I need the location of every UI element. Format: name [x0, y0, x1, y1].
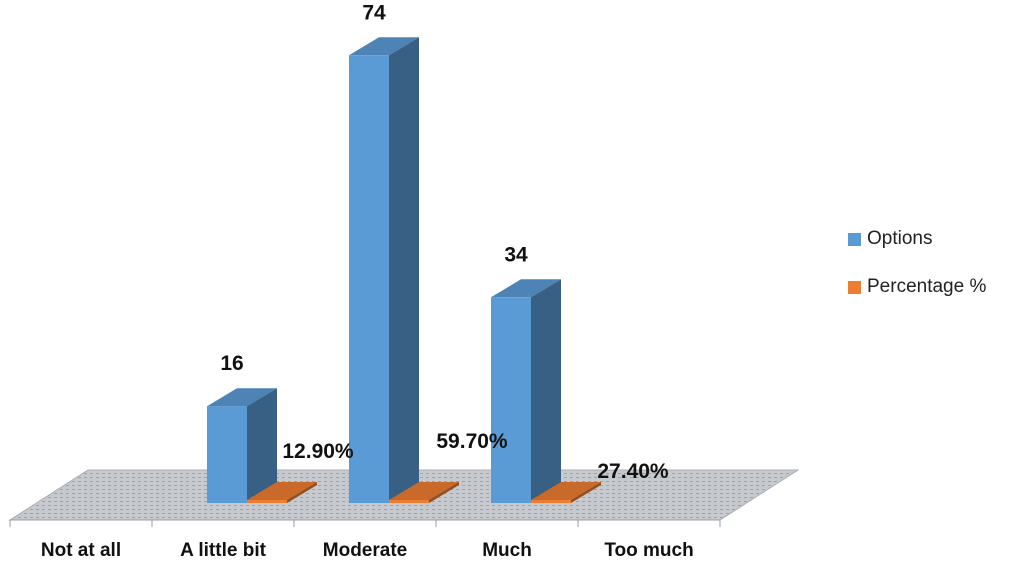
bar-options-moderate-side: [389, 37, 419, 504]
legend-label-options: Options: [867, 228, 933, 249]
legend-label-percentage: Percentage %: [867, 276, 987, 297]
bar-options-moderate-front: [349, 55, 389, 504]
bar-percentage-much-front: [531, 500, 571, 503]
legend-item-percentage[interactable]: Percentage %: [848, 276, 986, 298]
data-label-options-moderate: 74: [362, 1, 386, 24]
bar-options-a-little-bit-top: [207, 388, 277, 407]
category-label-moderate: Moderate: [323, 540, 407, 561]
data-label-options-much: 34: [504, 243, 528, 266]
bar-percentage-a-little-bit: [247, 482, 317, 503]
data-label-percentage-much: 27.40%: [597, 460, 669, 483]
legend-item-options[interactable]: Options: [848, 228, 986, 250]
bar-options-much-side: [531, 279, 561, 503]
bar-percentage-much-top: [531, 482, 601, 500]
legend-swatch-percentage: [848, 280, 861, 294]
bar-options-a-little-bit-side: [247, 388, 277, 503]
bar-options-moderate-top: [349, 37, 419, 56]
bar-percentage-a-little-bit-side: [287, 482, 317, 503]
bar-options-moderate: [349, 37, 419, 504]
bar-percentage-much: [531, 482, 601, 503]
category-label-not-at-all: Not at all: [41, 540, 121, 561]
bar-percentage-moderate: [389, 482, 459, 503]
data-label-percentage-a-little-bit: 12.90%: [282, 440, 354, 463]
legend-swatch-options: [848, 232, 861, 246]
bar-options-much-top: [491, 279, 561, 298]
bar-percentage-much-side: [571, 482, 601, 503]
bar-percentage-moderate-side: [429, 482, 459, 503]
legend: Options Percentage %: [848, 228, 986, 324]
category-label-much: Much: [482, 540, 532, 561]
bar-percentage-a-little-bit-front: [247, 500, 287, 503]
bar-options-a-little-bit: [207, 388, 277, 503]
category-label-a-little-bit: A little bit: [180, 540, 267, 561]
bar-options-a-little-bit-front: [207, 406, 247, 503]
bar-options-much: [491, 279, 561, 503]
bar-percentage-moderate-top: [389, 482, 459, 500]
bar-percentage-a-little-bit-top: [247, 482, 317, 500]
data-label-percentage-moderate: 59.70%: [436, 430, 508, 453]
category-label-too-much: Too much: [604, 540, 693, 561]
bar-percentage-moderate-front: [389, 500, 429, 503]
data-label-options-a-little-bit: 16: [220, 352, 243, 375]
bar-options-much-front: [491, 297, 531, 503]
